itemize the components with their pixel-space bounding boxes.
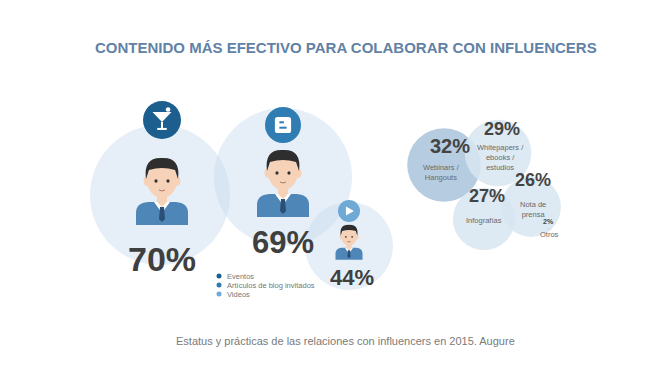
svg-text:CONTENIDO MÁS EFECTIVO PARA CO: CONTENIDO MÁS EFECTIVO PARA COLABORAR CO… — [95, 39, 597, 56]
svg-text:Webinars /Hangouts: Webinars /Hangouts — [423, 163, 460, 182]
svg-text:69%: 69% — [252, 225, 314, 260]
svg-text:Eventos: Eventos — [227, 272, 254, 281]
svg-text:Videos: Videos — [227, 290, 250, 299]
svg-text:Otros: Otros — [540, 230, 559, 239]
svg-text:27%: 27% — [469, 186, 505, 206]
svg-text:Infografías: Infografías — [466, 216, 502, 225]
svg-text:Artículos de blog invitados: Artículos de blog invitados — [227, 281, 315, 290]
svg-text:44%: 44% — [330, 265, 374, 290]
svg-text:26%: 26% — [515, 170, 551, 190]
svg-text:32%: 32% — [430, 135, 470, 157]
svg-text:2%: 2% — [543, 218, 554, 225]
svg-text:70%: 70% — [128, 240, 196, 278]
svg-text:29%: 29% — [484, 119, 520, 139]
svg-text:Estatus y prácticas de las rel: Estatus y prácticas de las relaciones co… — [176, 335, 515, 347]
svg-text:Nota deprensa: Nota deprensa — [520, 200, 546, 219]
svg-text:Whitepapers /ebooks /estudios: Whitepapers /ebooks /estudios — [477, 143, 524, 172]
